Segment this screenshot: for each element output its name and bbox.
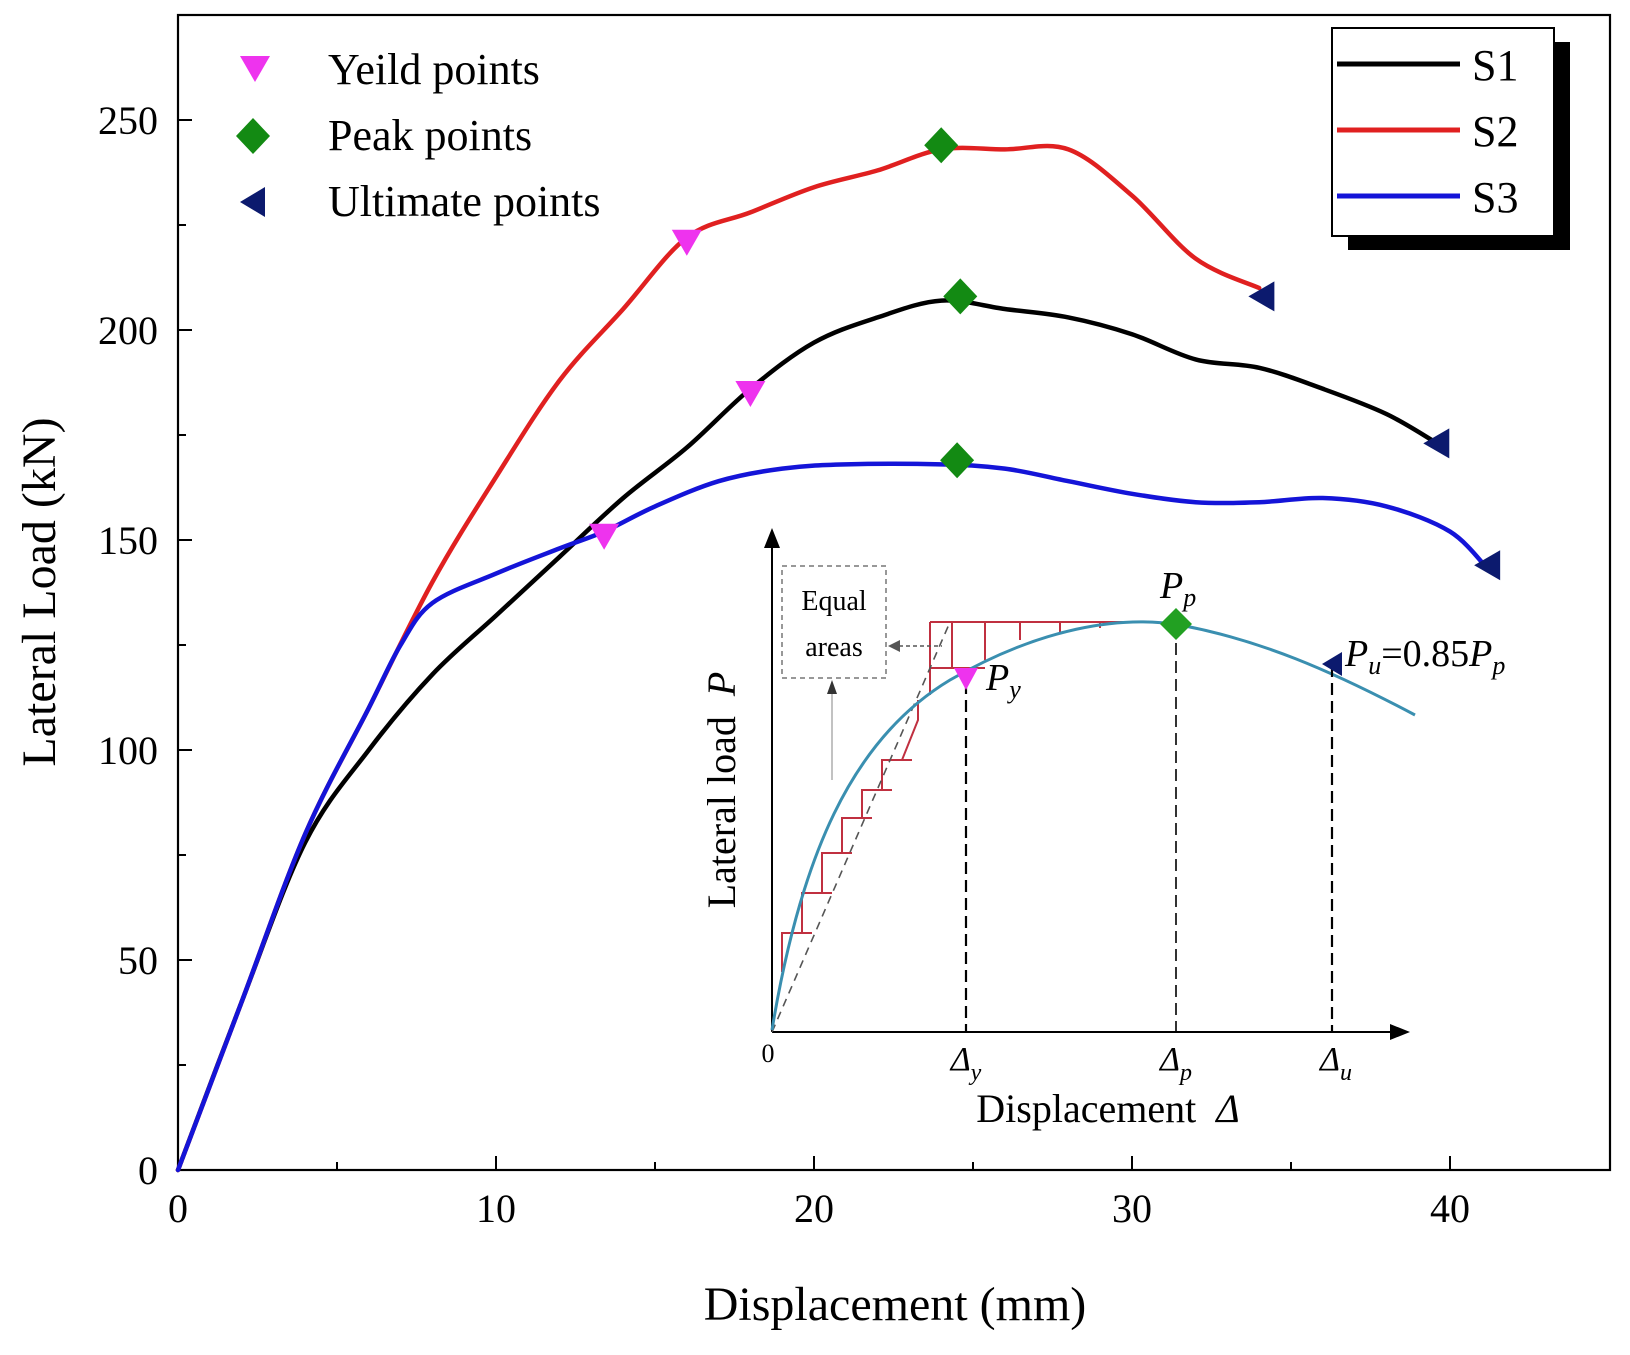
legend-yield-label: Yeild points [328,45,540,94]
inset-yield-marker [954,668,978,690]
peak-marker-2 [940,442,975,479]
inset-equal-areas-up-arrow [827,680,837,694]
inset-tick-label-dp: Δp [1158,1041,1192,1086]
inset-x-axis-title: Displacement Δ [976,1086,1239,1131]
plot-frame [176,13,1612,1172]
series-line-s1 [175,298,1440,1173]
y-tick-label-1: 50 [118,938,158,983]
ultimate-marker-2 [1474,550,1501,581]
legend-ultimate-marker [240,187,265,217]
inset-equal-label-2: areas [805,632,863,663]
inset-peak-label: Pp [1159,565,1196,612]
x-tick-label-4: 40 [1430,1186,1470,1231]
inset-ultimate-label: Pu=0.85Pp [1344,633,1505,680]
inset-tick-label-du: Δu [1318,1041,1352,1086]
inset-peak-marker [1160,608,1192,640]
point-markers [589,127,1501,581]
inset-y-axis-title: Lateral loadP [699,672,744,909]
legend-peak-marker [236,118,270,154]
x-axis-title: Displacement (mm) [704,1278,1087,1331]
legend-peak-label: Peak points [328,111,532,160]
legend-ultimate-label: Ultimate points [328,177,601,226]
inset-tick-label-dy: Δy [949,1041,982,1086]
y-axis-title: Lateral Load (kN) [13,417,66,766]
legend-yield-marker [240,56,270,82]
ultimate-marker-0 [1248,281,1275,312]
inset-yield-label: Py [985,657,1021,704]
yield-marker-2 [589,523,620,550]
yield-marker-1 [735,381,766,407]
inset-ultimate-marker [1322,652,1342,676]
axis-ticks [177,119,1451,1171]
x-tick-label-1: 10 [476,1186,516,1231]
series-line-s2 [175,143,1262,1173]
ultimate-marker-1 [1423,428,1450,459]
legend-label-s1: S1 [1472,41,1518,90]
marker-legend: Yeild points Peak points Ultimate points [236,45,601,226]
inset-equal-areas-arrowhead [888,640,900,652]
series-legend: S1 S2 S3 [1331,27,1570,250]
series-line-s3 [175,461,1491,1173]
inset-diagram: Equal areas 0 Δy Δp Δu Displacement Δ Lat… [699,528,1505,1131]
peak-marker-1 [943,278,978,315]
inset-y-arrow [764,528,780,548]
x-tick-label-3: 30 [1112,1186,1152,1231]
x-tick-label-2: 20 [794,1186,834,1231]
y-tick-label-5: 250 [98,98,158,143]
y-tick-label-4: 200 [98,308,158,353]
axis-tick-labels: 0 10 20 30 40 0 50 100 150 200 250 [98,98,1470,1231]
peak-marker-0 [924,127,959,164]
y-tick-label-0: 0 [138,1148,158,1193]
legend-label-s2: S2 [1472,107,1518,156]
inset-equal-label-1: Equal [801,586,867,617]
legend-label-s3: S3 [1472,173,1518,222]
yield-marker-0 [671,229,702,256]
inset-initial-stiffness-line [771,621,951,1033]
y-tick-label-2: 100 [98,728,158,773]
x-tick-label-0: 0 [168,1186,188,1231]
inset-x-arrow [1390,1024,1410,1040]
inset-load-curve [770,620,1416,1031]
inset-origin-label: 0 [762,1039,775,1068]
y-tick-label-3: 150 [98,518,158,563]
